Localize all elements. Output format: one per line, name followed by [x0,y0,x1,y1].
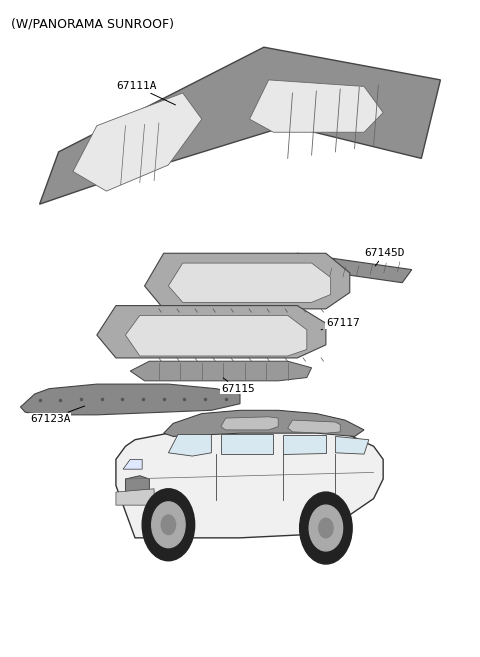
Text: 67145D: 67145D [364,248,405,266]
Polygon shape [221,434,274,454]
Circle shape [300,492,352,564]
Polygon shape [116,489,154,505]
Polygon shape [130,361,312,381]
Polygon shape [336,436,369,454]
Polygon shape [125,315,307,356]
Polygon shape [125,476,149,495]
Text: 67123A: 67123A [30,406,84,424]
Polygon shape [168,434,211,456]
Polygon shape [283,435,326,454]
Polygon shape [221,417,278,430]
Circle shape [161,515,176,535]
Polygon shape [97,306,326,358]
Text: 67115: 67115 [221,378,255,394]
Circle shape [309,505,343,551]
Text: (W/PANORAMA SUNROOF): (W/PANORAMA SUNROOF) [11,18,174,31]
Polygon shape [164,410,364,436]
Polygon shape [21,384,240,415]
Polygon shape [250,80,383,132]
Circle shape [319,518,333,538]
Text: 67117: 67117 [321,318,360,330]
Polygon shape [73,93,202,191]
Polygon shape [168,263,331,302]
Polygon shape [123,459,142,469]
Circle shape [152,502,185,548]
Polygon shape [39,47,441,204]
Polygon shape [288,420,340,433]
Polygon shape [144,253,350,309]
Text: 67111A: 67111A [116,81,176,105]
Polygon shape [116,420,383,538]
Circle shape [142,489,195,560]
Polygon shape [288,253,412,283]
